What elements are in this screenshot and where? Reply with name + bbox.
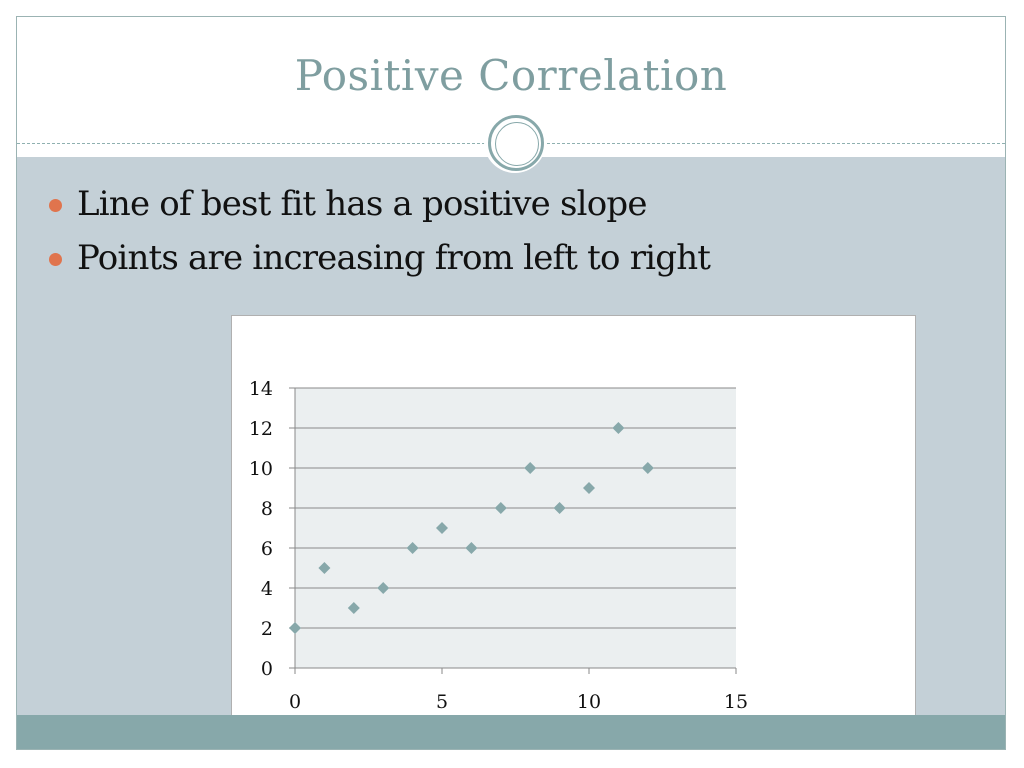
bullet-text: Points are increasing from left to right [77,238,711,278]
data-point [553,502,566,514]
bullet-text: Line of best fit has a positive slope [77,184,647,224]
data-point [524,462,537,474]
data-point [465,542,478,554]
x-tick-label: 5 [436,691,448,713]
y-tick-label: 10 [249,458,273,480]
x-tick-label: 0 [289,691,301,713]
bullet-dot-icon [49,253,62,266]
slide-title: Positive Correlation [294,51,728,100]
data-point [289,622,301,634]
bullet-item: Points are increasing from left to right [47,231,711,285]
data-point [377,582,390,594]
data-point [406,542,419,554]
y-tick-label: 0 [261,658,273,680]
x-tick-label: 15 [724,691,748,713]
bullet-dot-icon [49,199,62,212]
plot-area [295,388,736,668]
y-tick-label: 14 [249,378,273,400]
bullet-list: Line of best fit has a positive slope Po… [47,177,711,285]
data-point [318,562,331,574]
data-point [494,502,507,514]
y-tick-label: 2 [261,618,273,640]
y-tick-label: 6 [261,538,273,560]
slide: Positive Correlation Line of best fit ha… [16,16,1006,750]
data-point [347,602,360,614]
bullet-item: Line of best fit has a positive slope [47,177,710,231]
y-tick-label: 4 [261,578,273,600]
footer-band [17,715,1005,749]
data-point [612,422,625,434]
data-point [583,482,595,494]
data-point [641,462,654,474]
x-tick-label: 10 [577,691,601,713]
y-tick-label: 8 [261,498,273,520]
circle-ornament-inner [495,122,539,166]
data-point [436,522,448,534]
y-tick-label: 12 [249,418,273,440]
scatter-chart: 0 2 4 6 8 10 12 14 0 5 10 15 [231,315,916,727]
chart-svg: 0 2 4 6 8 10 12 14 0 5 10 15 [249,378,748,713]
